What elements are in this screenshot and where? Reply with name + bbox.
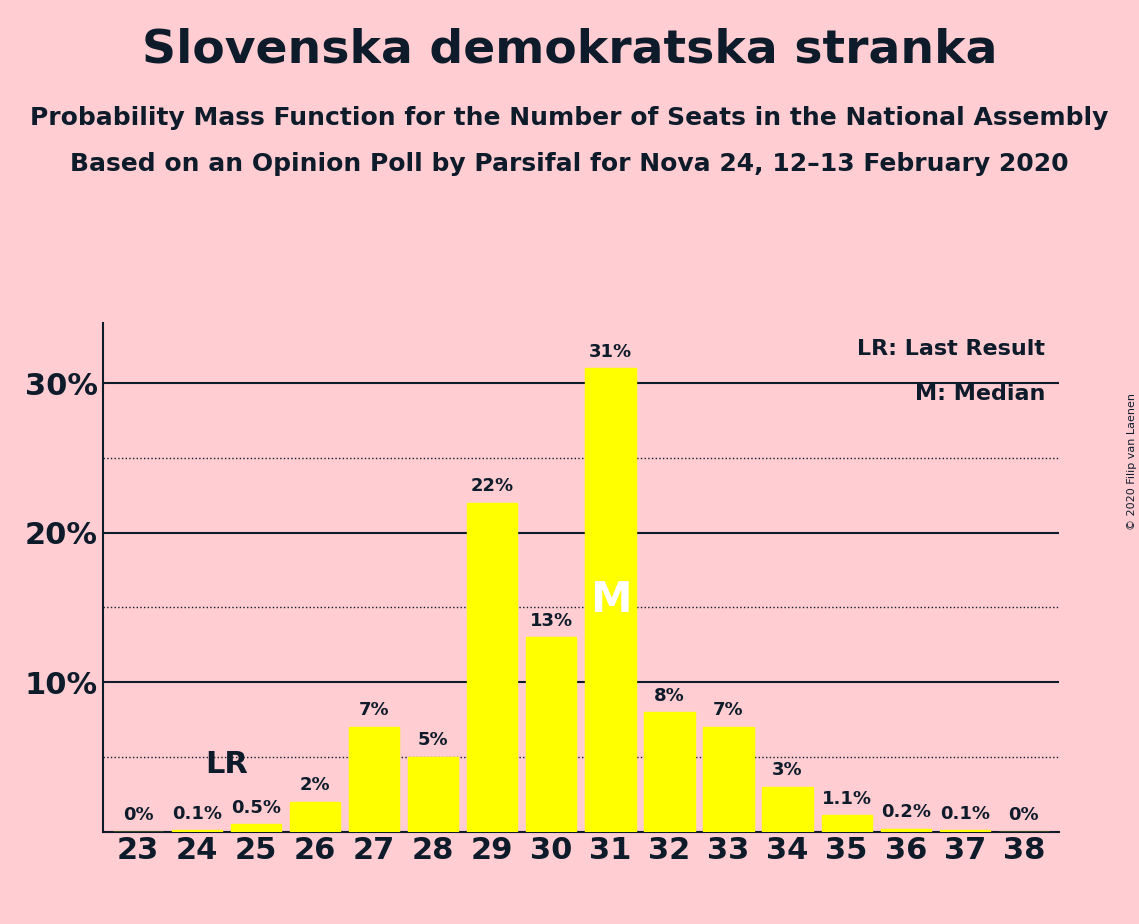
Text: 0.1%: 0.1% bbox=[940, 805, 990, 822]
Text: 0%: 0% bbox=[123, 806, 154, 824]
Text: 3%: 3% bbox=[772, 761, 803, 779]
Text: 0%: 0% bbox=[1008, 806, 1039, 824]
Bar bbox=[467, 503, 517, 832]
Bar bbox=[585, 369, 636, 832]
Text: 0.2%: 0.2% bbox=[880, 803, 931, 821]
Text: 31%: 31% bbox=[589, 343, 632, 360]
Text: 1.1%: 1.1% bbox=[821, 790, 871, 808]
Text: Based on an Opinion Poll by Parsifal for Nova 24, 12–13 February 2020: Based on an Opinion Poll by Parsifal for… bbox=[71, 152, 1068, 176]
Text: 0.5%: 0.5% bbox=[231, 798, 281, 817]
Bar bbox=[408, 757, 458, 832]
Bar bbox=[704, 727, 754, 832]
Bar bbox=[231, 824, 281, 832]
Bar bbox=[821, 815, 871, 832]
Bar bbox=[526, 638, 576, 832]
Text: 13%: 13% bbox=[530, 612, 573, 630]
Text: 7%: 7% bbox=[359, 701, 390, 720]
Bar bbox=[172, 830, 222, 832]
Text: M: Median: M: Median bbox=[915, 384, 1044, 405]
Bar bbox=[349, 727, 400, 832]
Text: 22%: 22% bbox=[470, 478, 514, 495]
Text: 5%: 5% bbox=[418, 732, 449, 749]
Text: Probability Mass Function for the Number of Seats in the National Assembly: Probability Mass Function for the Number… bbox=[31, 106, 1108, 130]
Text: Slovenska demokratska stranka: Slovenska demokratska stranka bbox=[141, 28, 998, 73]
Text: M: M bbox=[590, 579, 631, 621]
Text: 0.1%: 0.1% bbox=[172, 805, 222, 822]
Bar bbox=[940, 830, 990, 832]
Bar bbox=[290, 802, 341, 832]
Bar bbox=[762, 786, 813, 832]
Text: 7%: 7% bbox=[713, 701, 744, 720]
Bar bbox=[645, 712, 695, 832]
Text: LR: LR bbox=[205, 750, 248, 779]
Text: © 2020 Filip van Laenen: © 2020 Filip van Laenen bbox=[1126, 394, 1137, 530]
Text: 2%: 2% bbox=[300, 776, 330, 795]
Bar bbox=[880, 829, 931, 832]
Text: LR: Last Result: LR: Last Result bbox=[857, 338, 1044, 359]
Text: 8%: 8% bbox=[654, 687, 685, 704]
